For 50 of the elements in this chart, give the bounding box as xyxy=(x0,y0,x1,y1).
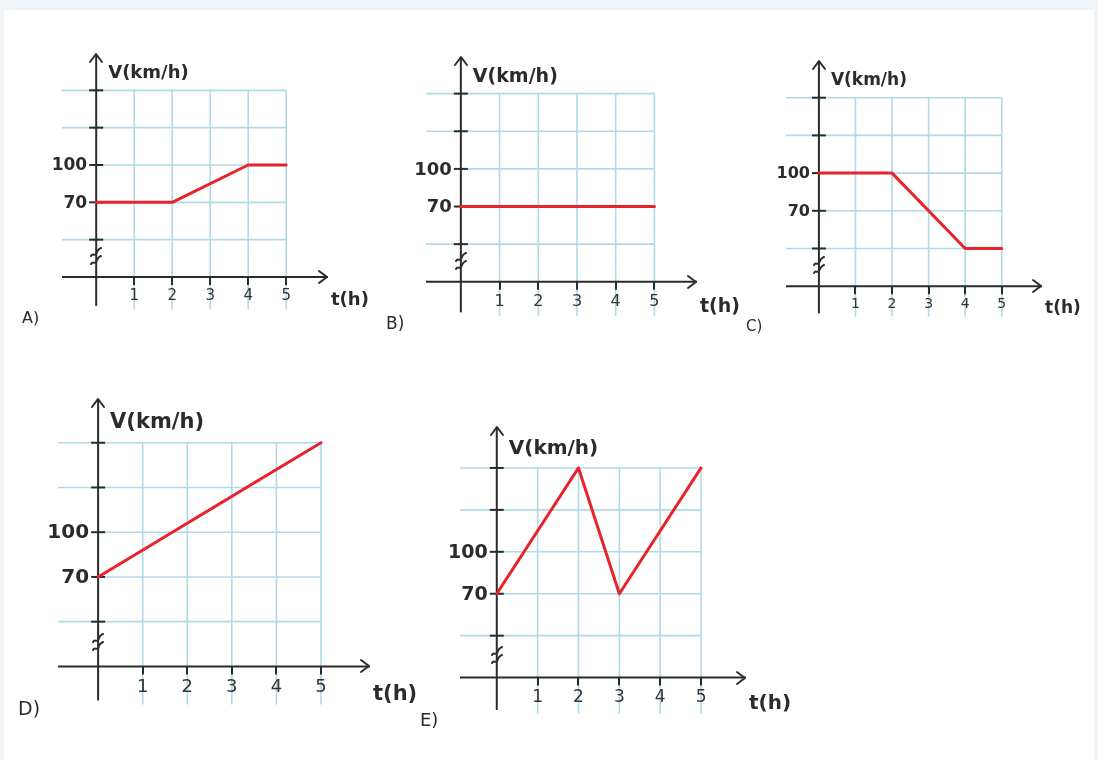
y-tick-label: 100 xyxy=(47,519,90,544)
text: C) xyxy=(746,317,763,336)
x-tick-label: 2 xyxy=(533,290,544,310)
y-axis-title: V(km/h) xyxy=(108,61,189,83)
x-axis-title: t(h) xyxy=(1045,297,1081,318)
y-tick-label: 70 xyxy=(787,200,810,220)
x-axis-title: t(h) xyxy=(331,288,369,310)
x-tick-label: 4 xyxy=(610,290,621,310)
x-tick-label: 3 xyxy=(613,686,625,707)
x-tick-label: 3 xyxy=(924,295,934,312)
x-tick-label: 4 xyxy=(654,686,666,707)
x-tick-label: 5 xyxy=(649,290,660,310)
x-tick-label: 4 xyxy=(270,674,283,696)
text: B) xyxy=(386,312,405,333)
y-axis-title: V(km/h) xyxy=(830,69,907,90)
x-tick-label: 5 xyxy=(281,285,291,304)
x-tick-label: 5 xyxy=(315,674,327,696)
x-tick-label: 1 xyxy=(532,686,544,707)
y-axis-title: V(km/h) xyxy=(508,435,599,460)
x-tick-label: 2 xyxy=(573,686,584,707)
x-tick-label: 5 xyxy=(695,686,707,707)
text: E) xyxy=(420,708,439,730)
y-tick-label: 100 xyxy=(448,539,488,562)
y-tick-label: 70 xyxy=(63,191,88,212)
y-axis-title: V(km/h) xyxy=(110,408,205,433)
y-tick-label: 100 xyxy=(776,163,810,183)
y-tick-label: 70 xyxy=(61,564,90,589)
y-tick-label: 70 xyxy=(426,195,452,217)
x-axis-title: t(h) xyxy=(700,293,740,316)
y-tick-label: 70 xyxy=(461,581,488,604)
x-tick-label: 4 xyxy=(243,285,253,304)
x-tick-label: 1 xyxy=(851,295,860,312)
x-tick-label: 2 xyxy=(181,674,193,696)
y-tick-label: 100 xyxy=(414,157,452,179)
x-tick-label: 1 xyxy=(129,285,139,304)
text: A) xyxy=(22,308,40,328)
x-tick-label: 1 xyxy=(136,674,149,696)
y-tick-label: 100 xyxy=(51,154,88,175)
x-axis-title: t(h) xyxy=(373,680,418,705)
x-tick-label: 2 xyxy=(887,295,897,312)
y-axis-title: V(km/h) xyxy=(472,63,558,86)
x-tick-label: 5 xyxy=(997,295,1007,312)
text: D) xyxy=(18,697,41,720)
x-tick-label: 4 xyxy=(960,295,970,312)
x-tick-label: 3 xyxy=(205,285,215,304)
x-tick-label: 3 xyxy=(571,290,583,310)
x-tick-label: 2 xyxy=(167,285,177,304)
x-axis-title: t(h) xyxy=(749,690,792,715)
x-tick-label: 3 xyxy=(226,674,238,696)
x-tick-label: 1 xyxy=(494,290,505,310)
